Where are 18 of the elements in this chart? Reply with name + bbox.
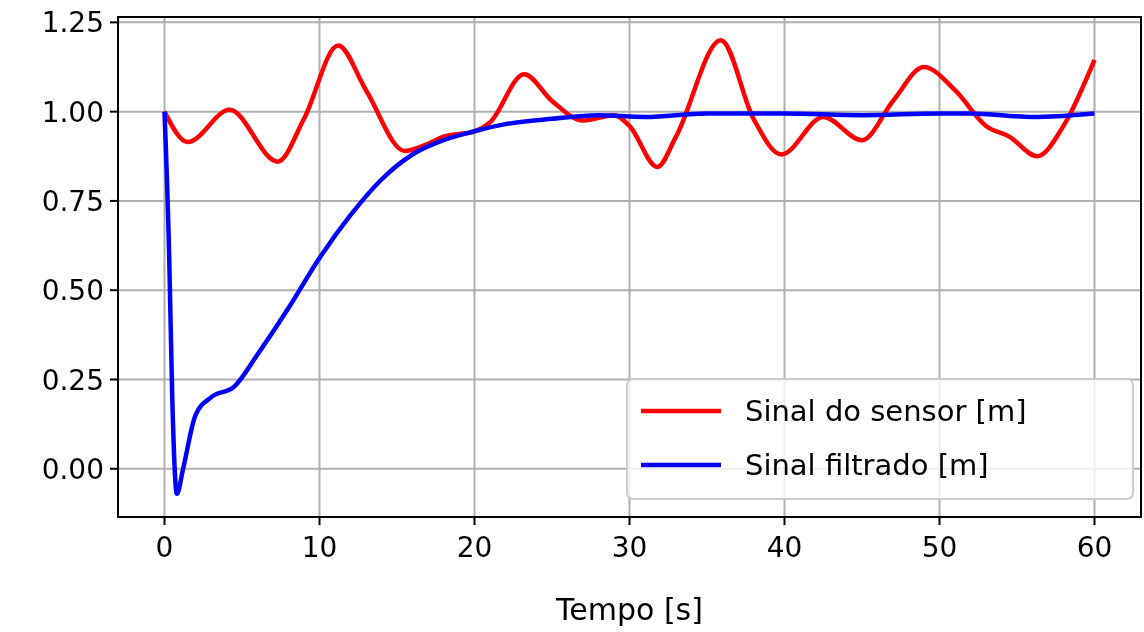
legend-label: Sinal do sensor [m] <box>745 394 1027 428</box>
x-tick-label: 40 <box>766 531 803 564</box>
line-series <box>162 109 1097 497</box>
y-tick-label: 1.25 <box>41 6 104 40</box>
x-tick-label: 20 <box>456 531 493 564</box>
x-tick-label: 30 <box>611 531 648 564</box>
y-tick-label: 0.25 <box>41 363 104 397</box>
x-tick-label: 10 <box>301 531 338 564</box>
x-axis-title: Tempo [s] <box>555 592 703 627</box>
legend-label: Sinal filtrado [m] <box>745 448 989 482</box>
y-tick-label: 0.75 <box>41 184 104 218</box>
y-tick-label: 0.50 <box>41 274 104 308</box>
x-tick-label: 60 <box>1076 531 1113 564</box>
line-series <box>162 37 1097 170</box>
y-tick-label: 0.00 <box>41 452 104 486</box>
x-tick-label: 50 <box>921 531 958 564</box>
x-tick-label: 0 <box>155 531 174 564</box>
y-tick-label: 1.00 <box>41 95 104 129</box>
